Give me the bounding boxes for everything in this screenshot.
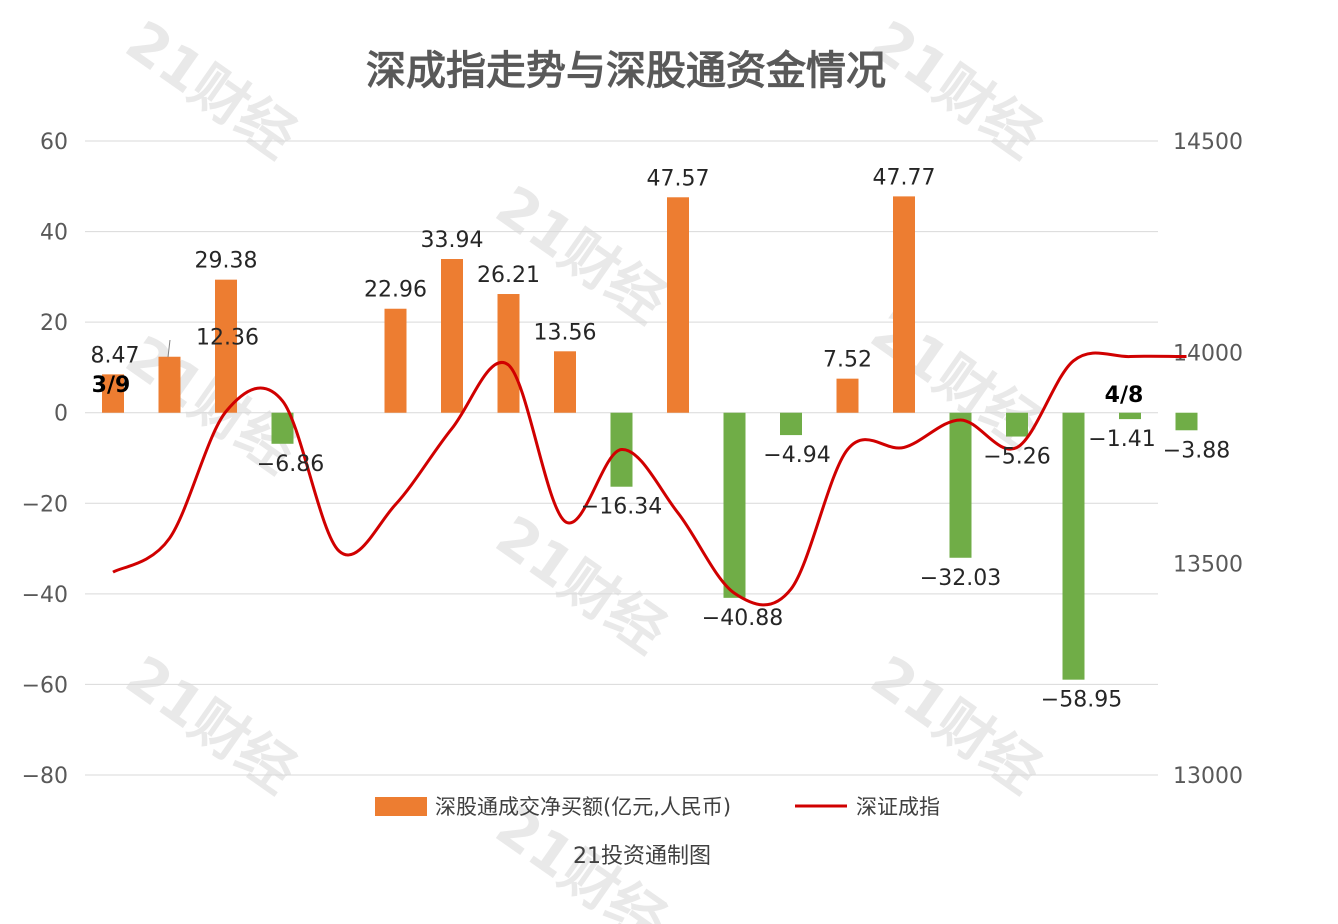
y-left-tick-label: 60 <box>40 130 68 155</box>
watermark: 21财经 <box>114 9 307 171</box>
y-left-tick-label: 20 <box>40 311 68 336</box>
bar-value-label: 7.52 <box>823 348 872 373</box>
legend: 深股通成交净买额(亿元,人民币) 深证成指 <box>375 795 940 819</box>
bar <box>1062 412 1085 680</box>
date-annotations: 3/9 4/8 <box>92 373 1144 408</box>
watermark: 21财经 <box>859 644 1052 806</box>
bar <box>271 412 294 444</box>
bar-value-label: 8.47 <box>91 343 140 368</box>
bar <box>1119 412 1141 420</box>
y-left-tick-label: 0 <box>54 402 68 427</box>
bar-value-label: −3.88 <box>1163 438 1230 463</box>
y-left-tick-label: 40 <box>40 221 68 246</box>
bar <box>723 412 746 598</box>
date-annotation: 3/9 <box>92 373 131 398</box>
bar-value-label: 47.57 <box>647 166 710 191</box>
watermark: 21财经 <box>114 644 307 806</box>
y-right-tick-label: 14000 <box>1173 341 1243 366</box>
y-right-tick-label: 13500 <box>1173 553 1243 578</box>
value-labels: 8.47 12.36 29.38 −6.86 22.96 33.94 26.21 13.56 −… <box>91 165 1231 712</box>
bar <box>441 259 463 413</box>
bar <box>215 279 237 413</box>
legend-line-label: 深证成指 <box>856 795 940 819</box>
y-right-tick-label: 14500 <box>1173 130 1243 155</box>
bar <box>949 412 972 558</box>
gridlines <box>85 140 1158 776</box>
bar-value-label: −58.95 <box>1041 688 1122 713</box>
date-annotation: 4/8 <box>1105 383 1144 408</box>
bar <box>384 308 407 413</box>
legend-bar-label: 深股通成交净买额(亿元,人民币) <box>435 795 731 819</box>
bar-series <box>102 196 1198 680</box>
bar <box>102 374 124 413</box>
bar <box>497 294 520 413</box>
bar-value-label: 12.36 <box>196 326 259 351</box>
bar-value-label: 29.38 <box>195 249 258 274</box>
bar-value-label: 47.77 <box>873 165 936 190</box>
bar-value-label: 13.56 <box>534 320 597 345</box>
index-line <box>112 351 1187 607</box>
bar-value-label: −16.34 <box>581 495 662 520</box>
bar-value-label: −32.03 <box>920 566 1001 591</box>
bar <box>554 351 576 413</box>
left-axis: 60 40 20 0 −20 −40 −60 −80 <box>22 130 68 789</box>
bar <box>667 197 689 413</box>
y-left-tick-label: −20 <box>22 492 68 517</box>
watermark: 21财经 <box>859 9 1052 171</box>
y-left-tick-label: −40 <box>22 583 68 608</box>
bar-value-label: 26.21 <box>477 263 540 288</box>
right-axis: 14500 14000 13500 13000 <box>1173 130 1243 789</box>
bar <box>158 356 181 413</box>
bar-value-label: −6.86 <box>257 452 324 477</box>
bar-value-label: 22.96 <box>364 278 427 303</box>
bar-value-label: −40.88 <box>702 606 783 631</box>
bar <box>893 196 915 413</box>
chart-title: 深成指走势与深股通资金情况 <box>366 48 886 94</box>
bar-value-label: −1.41 <box>1088 427 1155 452</box>
legend-bar-swatch <box>375 797 427 816</box>
leader-line <box>167 339 171 358</box>
y-left-tick-label: −80 <box>22 764 68 789</box>
watermark: 21财经 <box>484 504 677 666</box>
bar-value-label: −4.94 <box>763 443 830 468</box>
line-series <box>112 351 1187 607</box>
y-right-tick-label: 13000 <box>1173 764 1243 789</box>
bar-value-label: −5.26 <box>983 445 1050 470</box>
y-left-tick-label: −60 <box>22 673 68 698</box>
source-note: 21投资通制图 <box>573 844 711 869</box>
bar-value-label: 33.94 <box>421 228 484 253</box>
bar <box>836 378 859 413</box>
bar <box>1175 412 1198 431</box>
bar <box>1006 412 1028 437</box>
bar <box>780 412 802 436</box>
